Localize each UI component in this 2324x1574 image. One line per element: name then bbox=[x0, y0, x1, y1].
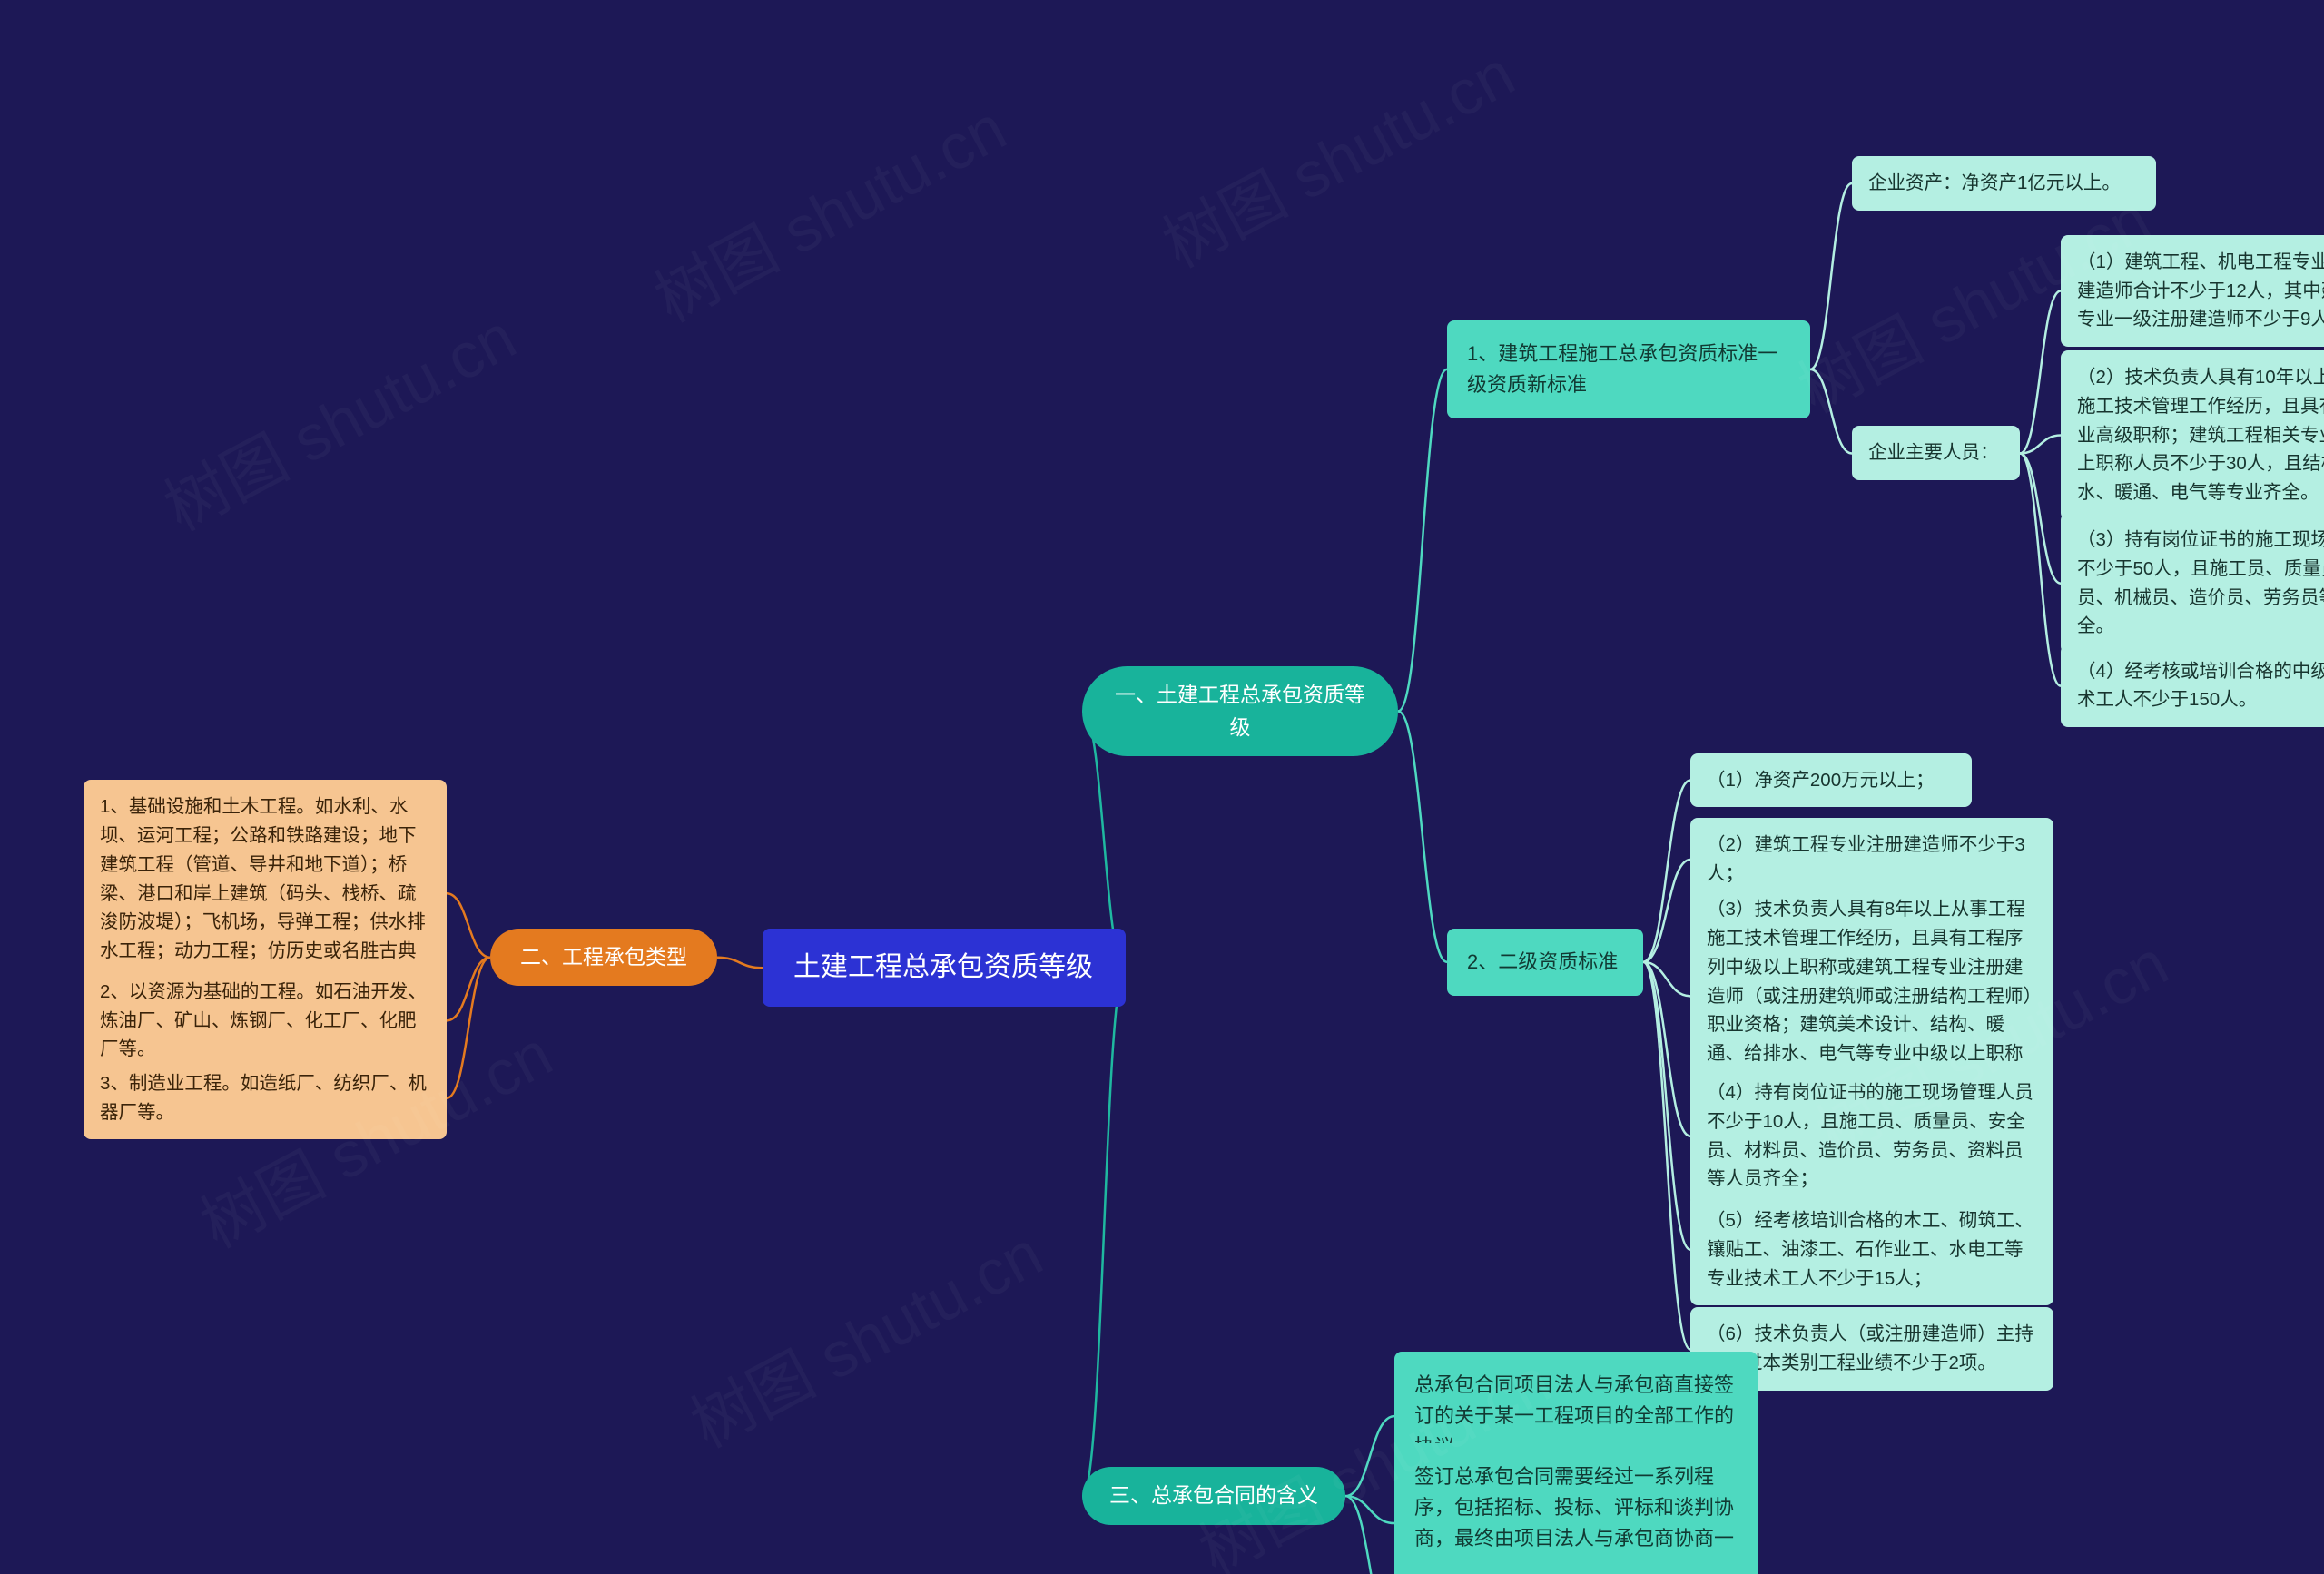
watermark: 树图 shutu.cn bbox=[1145, 24, 1528, 285]
watermark: 树图 shutu.cn bbox=[636, 78, 1019, 339]
watermark: 树图 shutu.cn bbox=[146, 287, 529, 548]
mindmap-node-r1a2: 企业主要人员： bbox=[1852, 426, 2020, 480]
mindmap-node-r1a2c: （3）持有岗位证书的施工现场管理人员不少于50人，且施工员、质量员、安全员、机械… bbox=[2061, 513, 2324, 654]
mindmap-node-r3c: 总承包合同的当事人是总承包商和项目法人。项目中所涉及的权利和义务关系，只能在项目… bbox=[1394, 1559, 1758, 1574]
mindmap-node-l1c: 3、制造业工程。如造纸厂、纺织厂、机器厂等。 bbox=[84, 1057, 447, 1140]
mindmap-node-r1b5: （5）经考核培训合格的木工、砌筑工、镶贴工、油漆工、石作业工、水电工等专业技术工… bbox=[1690, 1194, 2053, 1305]
watermark: 树图 shutu.cn bbox=[673, 1204, 1056, 1465]
mindmap-node-r1b: 2、二级资质标准 bbox=[1447, 929, 1643, 996]
mindmap-node-r1a1: 企业资产：净资产1亿元以上。 bbox=[1852, 156, 2156, 211]
mindmap-node-r1a2a: （1）建筑工程、机电工程专业一级注册建造师合计不少于12人，其中建筑工程专业一级… bbox=[2061, 235, 2324, 347]
mindmap-node-r1: 一、土建工程总承包资质等级 bbox=[1082, 666, 1398, 756]
mindmap-node-r3: 三、总承包合同的含义 bbox=[1082, 1467, 1345, 1525]
mindmap-node-r1a2d: （4）经考核或培训合格的中级工以上技术工人不少于150人。 bbox=[2061, 644, 2324, 728]
mindmap-node-r1a: 1、建筑工程施工总承包资质标准一级资质新标准 bbox=[1447, 320, 1810, 418]
mindmap-node-r1a2b: （2）技术负责人具有10年以上从事工程施工技术管理工作经历，且具有结构专业高级职… bbox=[2061, 350, 2324, 520]
mindmap-node-root: 土建工程总承包资质等级 bbox=[763, 929, 1126, 1008]
mindmap-node-r3b: 签订总承包合同需要经过一系列程序，包括招标、投标、评标和谈判协商，最终由项目法人… bbox=[1394, 1443, 1758, 1574]
mindmap-node-l1: 二、工程承包类型 bbox=[490, 929, 717, 987]
mindmap-node-r1b1: （1）净资产200万元以上； bbox=[1690, 753, 1972, 808]
mindmap-node-r1b4: （4）持有岗位证书的施工现场管理人员不少于10人，且施工员、质量员、安全员、材料… bbox=[1690, 1066, 2053, 1206]
